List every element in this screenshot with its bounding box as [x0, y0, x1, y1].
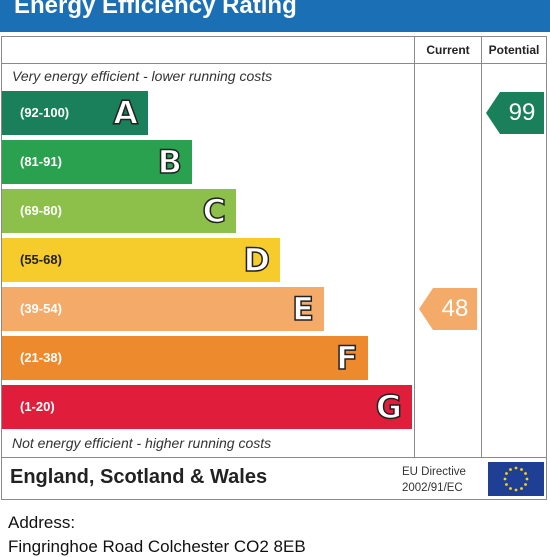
band-range-label: (39-54) — [20, 301, 62, 316]
band-b: (81-91) B — [2, 140, 192, 184]
band-letter-label: B — [157, 142, 183, 182]
band-a: (92-100) A — [2, 91, 148, 135]
chart-frame — [1, 36, 547, 500]
potential-column-header: Potential — [488, 43, 540, 57]
current-column-header: Current — [426, 43, 470, 57]
address-label: Address: — [8, 513, 76, 532]
region-label: England, Scotland & Wales — [10, 466, 268, 488]
band-e: (39-54) E — [2, 287, 324, 331]
footer-row-divider — [1, 457, 547, 458]
band-d: (55-68) D — [2, 238, 280, 282]
potential-column-divider — [481, 36, 482, 457]
eu-flag-icon — [488, 462, 544, 496]
potential-rating-arrow-shape — [486, 92, 544, 134]
eu-directive-text: EU Directive 2002/91/EC — [402, 464, 466, 496]
band-letter-label: F — [335, 338, 358, 378]
band-g: (1-20) G — [2, 385, 412, 429]
band-letter-label: E — [291, 289, 314, 329]
address-value: Fingringhoe Road Colchester CO2 8EB — [8, 537, 306, 556]
band-range-label: (21-38) — [20, 350, 62, 365]
band-range-label: (1-20) — [20, 399, 55, 414]
header-row-divider — [1, 63, 547, 64]
current-rating-arrow: 48 — [419, 288, 477, 330]
potential-rating-arrow-value: 99 — [508, 99, 536, 126]
band-letter-label: G — [375, 387, 403, 427]
eu-directive-line2: 2002/91/EC — [402, 482, 463, 494]
band-letter-label: A — [112, 93, 138, 133]
band-range-label: (69-80) — [20, 203, 62, 218]
page-title: Energy Efficiency Rating — [14, 0, 297, 19]
band-range-label: (92-100) — [20, 105, 70, 120]
band-f: (21-38) F — [2, 336, 368, 380]
band-range-label: (81-91) — [20, 154, 62, 169]
rating-header: Energy Efficiency Rating — [0, 0, 550, 32]
current-column-divider — [414, 36, 415, 457]
eu-directive-line1: EU Directive — [402, 466, 466, 478]
current-rating-arrow-value: 48 — [441, 295, 469, 322]
band-letter-label: D — [243, 240, 271, 280]
band-letter-label: C — [202, 191, 227, 231]
current-rating-arrow-shape — [419, 288, 477, 330]
efficient-note: Very energy efficient - lower running co… — [12, 68, 273, 84]
band-range-label: (55-68) — [20, 252, 62, 267]
band-c: (69-80) C — [2, 189, 236, 233]
potential-rating-arrow: 99 — [486, 92, 544, 134]
inefficient-note: Not energy efficient - higher running co… — [12, 435, 272, 451]
